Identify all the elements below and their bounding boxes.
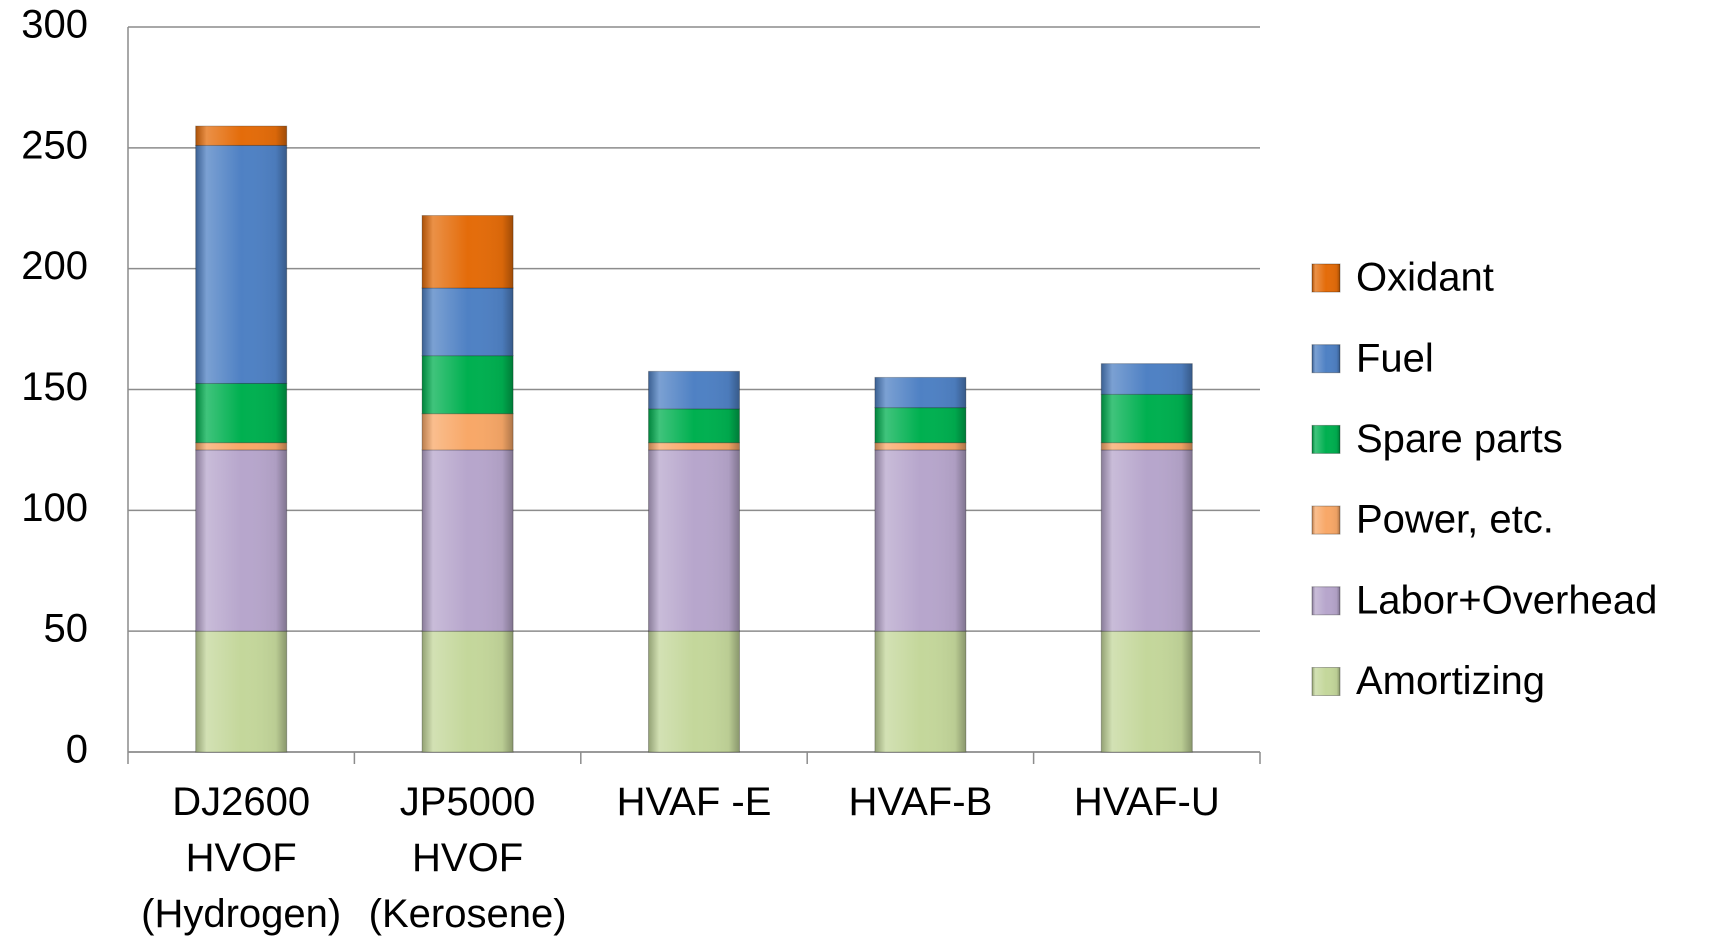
- bar-shine: [648, 442, 740, 450]
- bar-shine: [648, 371, 740, 409]
- bar-shine: [1101, 363, 1193, 395]
- bar-shine: [195, 449, 287, 632]
- bar-shine: [1101, 442, 1193, 450]
- x-tick-label: DJ2600 HVOF (Hydrogen): [141, 780, 342, 936]
- bar-shine: [195, 145, 287, 384]
- legend-shine: [1312, 264, 1340, 292]
- bar-shine: [422, 631, 514, 752]
- bar-shine: [874, 442, 966, 450]
- bar-shine: [1101, 394, 1193, 443]
- legend-label: Labor+Overhead: [1356, 578, 1657, 622]
- bar-shine: [422, 413, 514, 450]
- bar-shine: [874, 407, 966, 443]
- bar-shine: [195, 126, 287, 146]
- legend-label: Spare parts: [1356, 417, 1563, 461]
- bar-shine: [422, 355, 514, 414]
- bar-shine: [422, 288, 514, 356]
- legend-shine: [1312, 425, 1340, 454]
- bar-shine: [422, 215, 514, 288]
- legend-shine: [1312, 667, 1340, 696]
- y-tick-label: 200: [21, 244, 88, 288]
- x-tick-label: JP5000 HVOF (Kerosene): [368, 780, 567, 936]
- bar-shine: [648, 449, 740, 632]
- x-tick-label: HVAF-U: [1073, 780, 1220, 824]
- legend-label: Fuel: [1356, 336, 1434, 380]
- bar-shine: [648, 631, 740, 752]
- y-tick-label: 0: [66, 728, 88, 772]
- bar-shine: [1101, 449, 1193, 632]
- legend-label: Amortizing: [1356, 659, 1545, 703]
- y-tick-label: 50: [44, 607, 89, 651]
- bar-shine: [422, 449, 514, 632]
- bar-shine: [874, 449, 966, 632]
- bar-shine: [648, 408, 740, 443]
- bar-shine: [1101, 631, 1193, 752]
- x-tick-label: HVAF-B: [848, 780, 993, 824]
- y-tick-label: 300: [21, 3, 88, 47]
- legend-shine: [1312, 506, 1340, 535]
- y-tick-label: 250: [21, 123, 88, 167]
- legend-label: Oxidant: [1356, 256, 1494, 300]
- y-tick-label: 100: [21, 486, 88, 530]
- legend-shine: [1312, 344, 1340, 373]
- y-tick-label: 150: [21, 365, 88, 409]
- bar-shine: [195, 383, 287, 443]
- bar-shine: [874, 377, 966, 408]
- bar-shine: [195, 442, 287, 450]
- legend-label: Power, etc.: [1356, 498, 1554, 542]
- x-tick-label: HVAF -E: [616, 780, 772, 824]
- legend-shine: [1312, 586, 1340, 615]
- bar-shine: [195, 631, 287, 752]
- bar-shine: [874, 631, 966, 752]
